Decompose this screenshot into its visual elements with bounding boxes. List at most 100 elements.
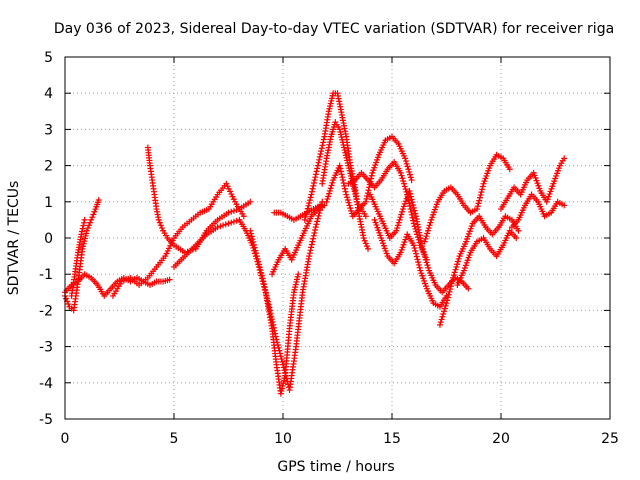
data-point — [310, 179, 317, 186]
data-point — [363, 243, 370, 250]
data-point — [254, 255, 261, 262]
data-point — [308, 188, 315, 195]
data-point — [479, 183, 486, 190]
data-point — [233, 217, 240, 224]
data-point — [415, 261, 422, 268]
data-point — [263, 292, 270, 299]
data-point — [329, 179, 336, 186]
data-point — [408, 177, 415, 184]
data-point — [400, 180, 407, 187]
data-point — [365, 245, 372, 252]
data-point — [261, 281, 268, 288]
data-point — [89, 214, 96, 221]
y-tick-label: 0 — [44, 231, 53, 247]
data-point — [295, 271, 302, 278]
data-point — [448, 280, 455, 287]
data-point — [264, 298, 271, 305]
data-point — [427, 219, 434, 226]
data-point — [362, 213, 369, 220]
data-point — [314, 215, 321, 222]
data-point — [364, 193, 371, 200]
data-point — [65, 301, 72, 308]
data-point — [423, 233, 430, 240]
data-point — [319, 142, 326, 149]
data-point — [405, 166, 412, 173]
data-point — [230, 218, 237, 225]
data-point — [326, 190, 333, 197]
data-point — [247, 198, 254, 205]
data-point — [274, 339, 281, 346]
data-point — [275, 344, 282, 351]
data-point — [80, 219, 87, 226]
data-point — [361, 237, 368, 244]
data-point — [406, 203, 413, 210]
data-point — [445, 291, 452, 298]
data-point — [314, 165, 321, 172]
data-point — [256, 261, 263, 268]
data-point — [342, 188, 349, 195]
data-point — [214, 224, 221, 231]
data-point — [362, 240, 369, 247]
data-point — [416, 264, 423, 271]
data-point — [233, 206, 240, 213]
data-point — [222, 221, 229, 228]
data-point — [475, 200, 482, 207]
data-point — [281, 367, 288, 374]
data-point — [274, 341, 281, 348]
data-point — [411, 207, 418, 214]
data-point — [454, 258, 461, 265]
data-point — [439, 313, 446, 320]
data-point — [455, 255, 462, 262]
data-point — [438, 316, 445, 323]
data-point — [272, 333, 279, 340]
data-point — [310, 235, 317, 242]
data-point — [437, 319, 444, 326]
data-point — [159, 225, 166, 232]
data-point — [561, 202, 568, 209]
data-point — [314, 162, 321, 169]
data-point — [411, 245, 418, 252]
data-point — [421, 238, 428, 245]
data-point — [326, 187, 333, 194]
data-point — [360, 235, 367, 241]
data-point — [249, 236, 256, 243]
data-point — [228, 208, 235, 215]
data-point — [368, 172, 375, 179]
data-point — [309, 185, 316, 192]
data-point — [398, 172, 405, 179]
data-point — [304, 205, 311, 212]
data-point — [312, 227, 319, 234]
data-point — [247, 227, 254, 234]
data-points — [62, 90, 568, 397]
y-tick-label: -1 — [39, 267, 53, 283]
data-point — [401, 183, 408, 190]
data-point — [262, 287, 269, 294]
data-point — [420, 248, 427, 255]
data-point — [422, 256, 429, 263]
data-point — [409, 199, 416, 206]
y-tick-label: 3 — [44, 122, 53, 138]
x-tick-label: 0 — [61, 431, 70, 447]
data-point — [315, 212, 322, 219]
data-point — [277, 350, 284, 357]
data-point — [474, 206, 481, 213]
data-point — [261, 284, 268, 291]
data-point — [344, 196, 351, 203]
data-point — [320, 136, 327, 143]
data-point — [440, 311, 447, 318]
data-point — [269, 318, 276, 325]
data-point — [253, 253, 260, 260]
data-point — [312, 224, 319, 231]
data-point — [402, 186, 409, 193]
data-point — [306, 200, 313, 207]
data-point — [363, 195, 370, 202]
data-point — [421, 251, 428, 258]
data-point — [513, 235, 520, 241]
data-point — [264, 295, 271, 302]
data-point — [225, 209, 232, 216]
data-point — [447, 286, 454, 293]
data-point — [365, 187, 372, 194]
data-point — [265, 301, 272, 308]
data-point — [312, 171, 319, 178]
